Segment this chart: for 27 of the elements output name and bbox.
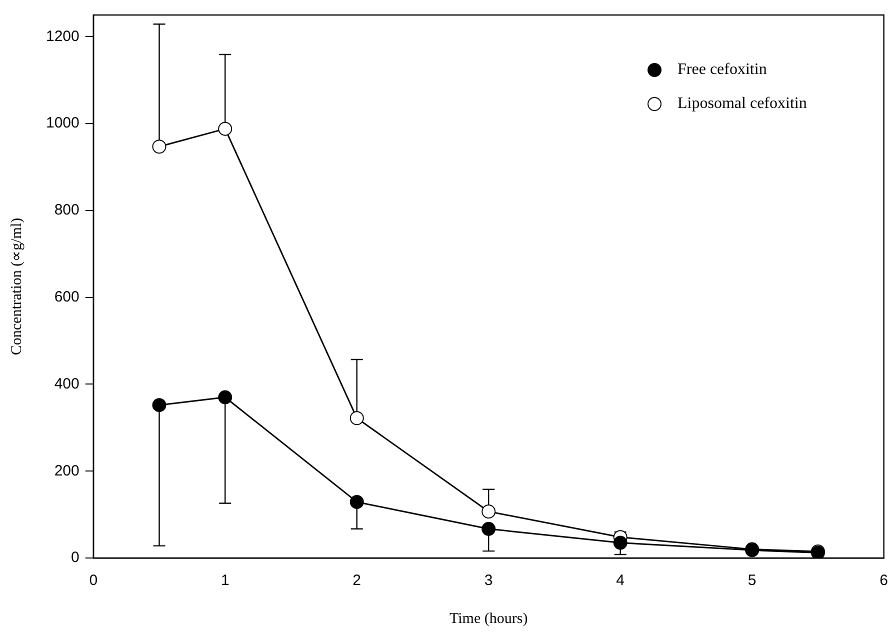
y-tick-label: 200	[54, 462, 80, 480]
point	[218, 122, 232, 136]
y-tick-label: 1200	[46, 28, 80, 45]
y-tick-label: 600	[54, 288, 80, 306]
x-tick-label: 1	[220, 572, 230, 590]
point	[152, 398, 166, 412]
x-tick-label: 2	[352, 572, 362, 590]
point	[482, 504, 496, 519]
legend-label: Liposomal cefoxitin	[678, 95, 807, 112]
x-tick-label: 0	[89, 572, 98, 590]
x-axis-title: Time (hours)	[449, 610, 528, 627]
point	[613, 536, 628, 550]
point	[152, 140, 166, 154]
y-axis-title: Concentration (∝g/ml)	[8, 218, 25, 356]
x-tick-label: 6	[880, 572, 888, 590]
y-tick-label: 400	[54, 375, 80, 392]
point	[350, 411, 364, 426]
legend-label: Free cefoxitin	[678, 61, 767, 78]
x-tick-label: 4	[616, 572, 625, 590]
y-tick-label: 800	[54, 202, 80, 219]
point	[218, 390, 232, 404]
y-tick-label: 1000	[46, 114, 80, 132]
x-tick-label: 5	[748, 572, 756, 590]
point	[482, 522, 496, 536]
y-tick-label: 0	[71, 549, 80, 566]
point	[350, 494, 364, 509]
x-tick-label: 3	[484, 572, 493, 590]
